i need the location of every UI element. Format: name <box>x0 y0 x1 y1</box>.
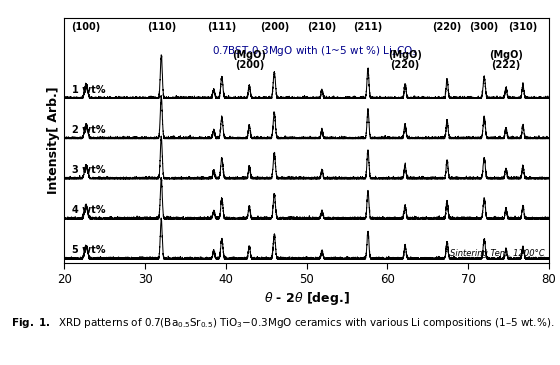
Text: $\bf{Fig.\ 1.}$  XRD patterns of 0.7(Ba$_{0.5}$Sr$_{0.5}$) TiO$_3$$-$0.3MgO cera: $\bf{Fig.\ 1.}$ XRD patterns of 0.7(Ba$_… <box>11 316 554 330</box>
Text: (MgO): (MgO) <box>489 50 523 60</box>
Text: (111): (111) <box>207 22 236 32</box>
Text: 4 wt%: 4 wt% <box>72 205 106 215</box>
Text: 5 wt%: 5 wt% <box>72 245 106 255</box>
Text: (300): (300) <box>470 22 499 32</box>
Text: (220): (220) <box>390 60 419 70</box>
Text: (200): (200) <box>235 60 264 70</box>
Text: (222): (222) <box>491 60 521 70</box>
Text: 1 wt%: 1 wt% <box>72 85 106 95</box>
Text: (210): (210) <box>307 22 337 32</box>
Text: (110): (110) <box>147 22 176 32</box>
Text: Sintering Tem. 1200°C: Sintering Tem. 1200°C <box>450 249 545 258</box>
Text: (211): (211) <box>353 22 382 32</box>
Text: (100): (100) <box>72 22 101 32</box>
Y-axis label: Intensity[ Arb.]: Intensity[ Arb.] <box>47 87 60 194</box>
Text: 3 wt%: 3 wt% <box>72 165 106 175</box>
Text: (200): (200) <box>260 22 289 32</box>
Text: (MgO): (MgO) <box>232 50 266 60</box>
Text: (220): (220) <box>432 22 461 32</box>
Text: 0.7BST-0.3MgO with (1~5 wt %) Li$_2$CO$_3$: 0.7BST-0.3MgO with (1~5 wt %) Li$_2$CO$_… <box>212 44 418 58</box>
Text: 2 wt%: 2 wt% <box>72 125 106 135</box>
Text: (MgO): (MgO) <box>388 50 422 60</box>
X-axis label: $\theta$ - 2$\theta$ [deg.]: $\theta$ - 2$\theta$ [deg.] <box>264 291 349 307</box>
Text: (310): (310) <box>508 22 538 32</box>
